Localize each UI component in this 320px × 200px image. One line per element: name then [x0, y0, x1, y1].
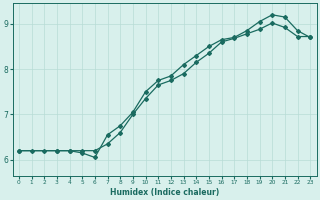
X-axis label: Humidex (Indice chaleur): Humidex (Indice chaleur) [110, 188, 219, 197]
